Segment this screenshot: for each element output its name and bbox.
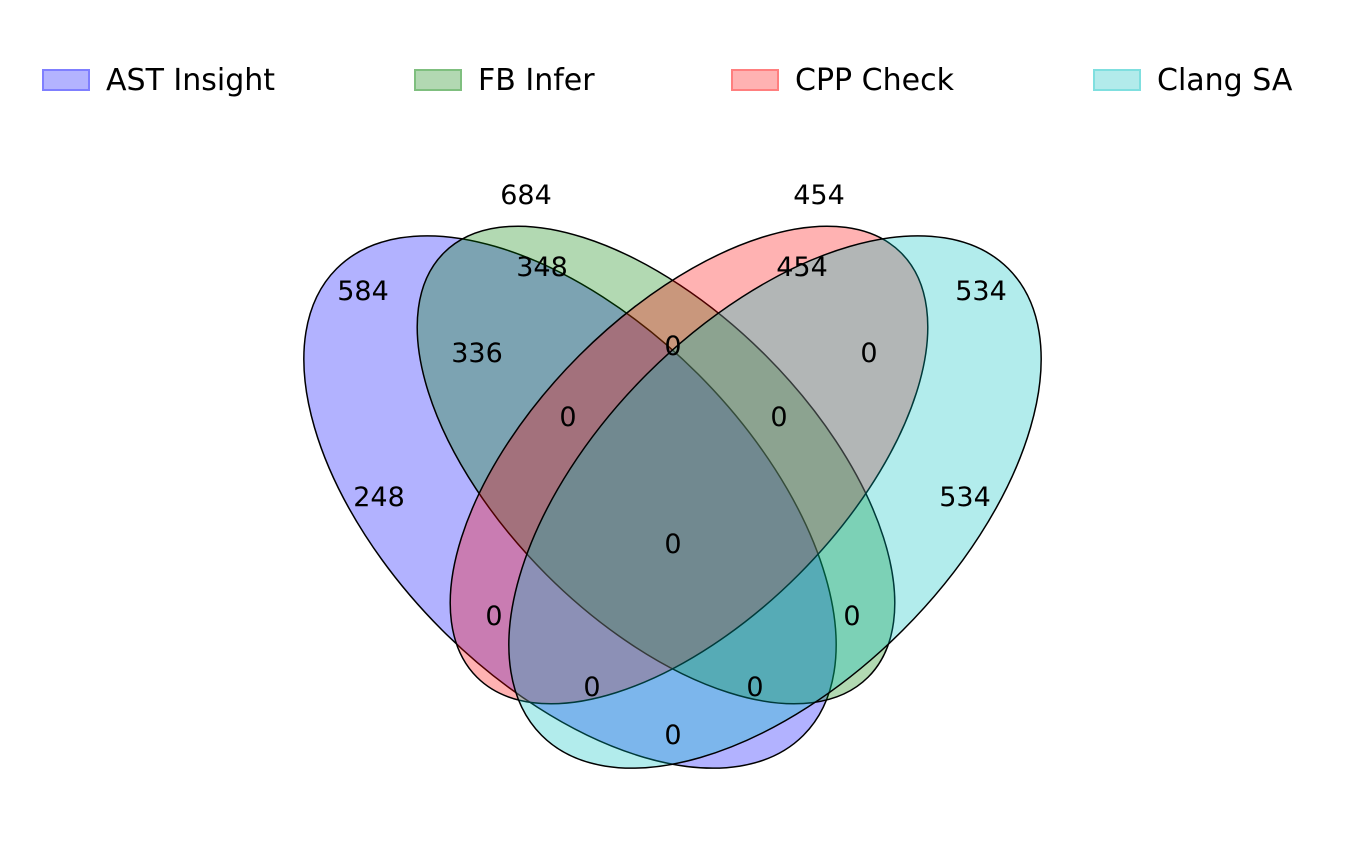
region-fb-cpp-clang: 0 xyxy=(770,402,787,433)
region-ast-fb-clang: 0 xyxy=(746,672,763,703)
region-fb-only: 348 xyxy=(516,252,568,283)
venn-ellipse-clang-sa xyxy=(508,235,1042,769)
region-ast-cpp-clang: 0 xyxy=(583,672,600,703)
legend-label-cpp-check: CPP Check xyxy=(795,62,954,98)
set-total-ast-insight: 584 xyxy=(337,276,389,307)
venn-ellipse-fb-infer xyxy=(416,225,896,705)
legend-item-clang-sa: Clang SA xyxy=(1093,58,1292,102)
region-ast-only: 248 xyxy=(353,482,405,513)
region-cpp-only: 454 xyxy=(776,252,828,283)
legend-label-fb-infer: FB Infer xyxy=(478,62,595,98)
set-total-cpp-check: 454 xyxy=(793,180,845,211)
region-ast-fb-cpp-clang: 0 xyxy=(664,529,681,560)
legend-label-ast-insight: AST Insight xyxy=(106,62,276,98)
legend-item-ast-insight: AST Insight xyxy=(42,58,275,102)
region-clang-only: 534 xyxy=(939,482,991,513)
legend-swatch-ast-insight xyxy=(42,69,90,91)
region-fb-cpp: 0 xyxy=(664,331,681,362)
region-cpp-clang: 0 xyxy=(860,338,877,369)
legend-swatch-clang-sa xyxy=(1093,69,1141,91)
region-ast-fb-cpp: 0 xyxy=(559,402,576,433)
legend-swatch-cpp-check xyxy=(731,69,779,91)
legend-swatch-fb-infer xyxy=(414,69,462,91)
venn-ellipse-cpp-check xyxy=(449,225,929,705)
legend-item-cpp-check: CPP Check xyxy=(731,58,954,102)
region-fb-clang: 0 xyxy=(843,601,860,632)
region-ast-fb: 336 xyxy=(451,338,503,369)
legend-item-fb-infer: FB Infer xyxy=(414,58,595,102)
legend-label-clang-sa: Clang SA xyxy=(1157,62,1293,98)
legend: AST Insight FB Infer CPP Check Clang SA xyxy=(0,58,1345,102)
set-total-clang-sa: 534 xyxy=(955,276,1007,307)
venn-ellipse-ast-insight xyxy=(303,235,837,769)
region-ast-cpp: 0 xyxy=(485,601,502,632)
region-ast-clang: 0 xyxy=(664,720,681,751)
set-total-fb-infer: 684 xyxy=(500,180,552,211)
